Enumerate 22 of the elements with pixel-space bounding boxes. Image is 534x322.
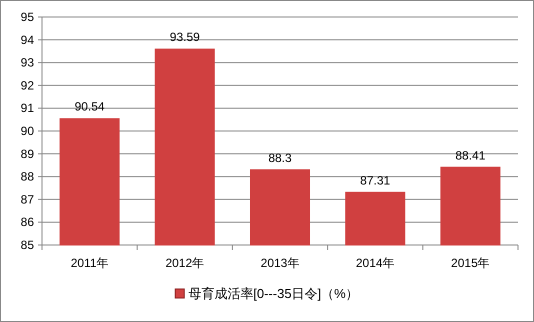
- y-tick-label: 95: [20, 10, 34, 24]
- y-tick-label: 89: [20, 146, 34, 161]
- x-tick-label: 2013年: [260, 256, 300, 270]
- y-tick-label: 87: [20, 192, 34, 206]
- data-label: 93.59: [170, 30, 200, 44]
- x-tick-label: 2012年: [165, 256, 204, 270]
- legend-label: 母育成活率[0---35日令]（%）: [188, 286, 359, 301]
- data-label: 90.54: [74, 100, 105, 114]
- data-label: 87.31: [360, 173, 391, 188]
- x-tick-label: 2015年: [451, 256, 490, 270]
- y-tick-label: 94: [20, 32, 34, 47]
- y-tick-label: 85: [20, 238, 34, 252]
- y-tick-label: 88: [20, 170, 34, 184]
- x-tick-label: 2011年: [70, 256, 109, 270]
- y-tick-label: 93: [20, 56, 34, 70]
- data-label: 88.41: [455, 148, 486, 162]
- y-tick-label: 90: [20, 124, 34, 138]
- x-tick-label: 2014年: [356, 256, 395, 270]
- y-tick-label: 92: [20, 78, 34, 92]
- y-tick-label: 91: [20, 101, 34, 116]
- y-tick-label: 86: [20, 215, 34, 230]
- data-label: 88.3: [268, 150, 292, 165]
